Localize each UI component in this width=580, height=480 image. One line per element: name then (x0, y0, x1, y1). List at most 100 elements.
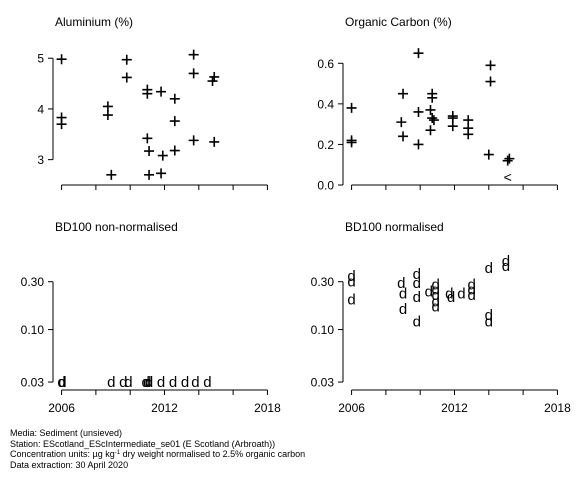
data-point-plus (463, 129, 474, 140)
data-point-plus (413, 106, 424, 117)
data-point-plus (56, 119, 67, 130)
data-point-d: d (58, 374, 66, 391)
data-point-plus (207, 76, 218, 87)
data-point-plus (121, 54, 132, 65)
data-point-plus (144, 169, 155, 180)
data-point-d: d (399, 285, 407, 302)
data-point-d: d (203, 374, 211, 391)
data-point-d: d (57, 374, 65, 391)
units-suffix: dry weight normalised to 2.5% organic ca… (120, 449, 306, 459)
data-point-plus (157, 150, 168, 161)
data-point-d: d (347, 268, 355, 285)
units-exponent: -1 (114, 450, 121, 456)
data-point-d: d (425, 283, 433, 300)
data-point-d: d (169, 374, 177, 391)
data-point-d: d (467, 282, 475, 299)
data-point-plus (413, 48, 424, 59)
data-point-plus (425, 104, 436, 115)
data-point-plus (398, 131, 409, 142)
data-point-plus (447, 121, 458, 132)
data-point-plus (156, 86, 167, 97)
data-point-d: d (157, 374, 165, 391)
data-point-d: d (107, 374, 115, 391)
data-point-plus (504, 153, 515, 164)
x-tick-label: 2018 (544, 401, 571, 415)
data-point-d: d (457, 285, 465, 302)
data-point-plus (188, 68, 199, 79)
data-point-d: d (413, 289, 421, 306)
data-point-plus (102, 110, 113, 121)
panel-title: BD100 normalised (345, 220, 444, 234)
data-point-d: d (413, 314, 421, 331)
data-point-plus (427, 113, 438, 124)
y-tick-label: 0.10 (21, 323, 45, 337)
data-point-d: d (143, 374, 151, 391)
data-point-d: d (413, 266, 421, 283)
figure-footer: Media: Sediment (unsieved) Station: ESco… (10, 428, 305, 470)
x-tick-label: 2012 (441, 401, 468, 415)
data-point-plus (346, 137, 357, 148)
data-point-plus (425, 125, 436, 136)
units-unit: µg kg (92, 449, 115, 459)
panel-title: Aluminium (%) (55, 15, 133, 29)
units-note: Concentration units: µg kg-1 dry weight … (10, 449, 305, 460)
data-point-plus (169, 145, 180, 156)
chart-panel-1: Aluminium (%) 3 4 5 (37, 15, 268, 190)
x-tick-label: 2006 (48, 401, 75, 415)
chart-panel-3: BD100 non-normalised 0.03 0.10 0.30 (21, 220, 268, 395)
data-point-d: d (447, 289, 455, 306)
data-point-plus (398, 88, 409, 99)
y-tick-label: 0.10 (311, 323, 335, 337)
data-point-d: d (347, 274, 355, 291)
data-point-plus (502, 155, 513, 166)
data-point-d: d (119, 374, 127, 391)
data-point-plus (56, 54, 67, 65)
media-note: Media: Sediment (unsieved) (10, 428, 123, 438)
x-tick-label: 2006 (338, 401, 365, 415)
data-point-plus (428, 115, 439, 126)
data-point-d: d (431, 277, 439, 294)
data-point-plus (209, 136, 220, 147)
y-tick-label: 0.03 (21, 376, 45, 390)
data-point-plus (142, 133, 153, 144)
data-point-d: d (397, 275, 405, 292)
data-point-d: d (485, 260, 493, 277)
data-point-plus (396, 117, 407, 128)
data-point-d: d (141, 374, 149, 391)
data-point-plus (188, 49, 199, 60)
data-point-d: d (399, 301, 407, 318)
chart-panel-4: BD100 normalised 0.03 0.10 0.30 (311, 220, 558, 395)
data-point-d: d (502, 253, 510, 270)
y-tick-label: 0.0 (317, 179, 334, 193)
y-tick-label: 3 (37, 153, 44, 167)
panel-title: BD100 non-normalised (55, 220, 178, 234)
x-tick-label: 2012 (151, 401, 178, 415)
data-point-d: d (431, 282, 439, 299)
data-point-d: d (485, 314, 493, 331)
data-point-plus (413, 139, 424, 150)
data-point-d: d (347, 291, 355, 308)
data-point-d: d (431, 294, 439, 311)
data-point-d: d (145, 374, 153, 391)
data-point-d: d (124, 374, 132, 391)
censored-point: < (504, 169, 512, 185)
data-point-d: d (191, 374, 199, 391)
y-tick-label: 0.4 (317, 97, 334, 111)
data-point-plus (188, 135, 199, 146)
data-point-d: d (413, 275, 421, 292)
y-tick-label: 0.03 (311, 376, 335, 390)
panel-title: Organic Carbon (%) (345, 15, 452, 29)
data-point-plus (169, 93, 180, 104)
data-point-plus (142, 88, 153, 99)
y-tick-label: 0.30 (21, 275, 45, 289)
y-tick-label: 4 (37, 102, 44, 116)
data-point-d: d (485, 307, 493, 324)
y-tick-label: 0.2 (317, 138, 334, 152)
data-point-plus (144, 146, 155, 157)
data-point-d: d (502, 258, 510, 275)
data-point-d: d (467, 287, 475, 304)
data-point-plus (485, 76, 496, 87)
data-point-plus (102, 101, 113, 112)
data-point-plus (156, 168, 167, 179)
